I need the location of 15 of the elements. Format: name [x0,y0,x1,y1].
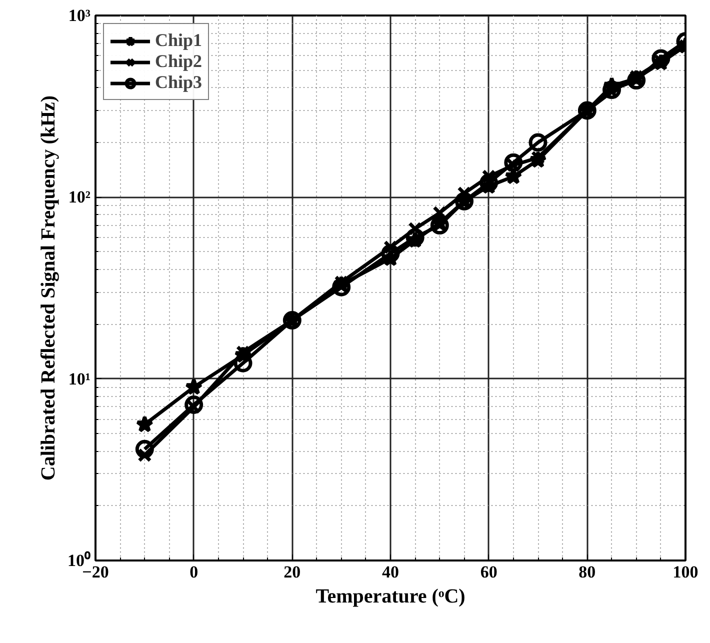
legend-label: Chip2 [155,51,202,72]
y-tick-label: 10¹ [68,369,91,388]
x-tick-label: 60 [480,562,498,582]
x-tick-label: 20 [284,562,301,582]
x-tick-label: 0 [190,562,198,582]
legend-label: Chip3 [155,72,202,93]
y-tick-label: 10³ [68,6,91,25]
x-tick-label: 80 [578,562,596,582]
x-axis-title: Temperature (ᵒC) [316,586,466,608]
y-axis-title: Calibrated Reflected Signal Frequency (kHz) [38,95,60,481]
y-tick-label: 10² [68,188,91,207]
legend-label: Chip1 [155,30,202,51]
x-tick-label: 100 [672,562,698,582]
y-tick-label: 10⁰ [68,551,90,570]
x-tick-label: 40 [382,562,399,582]
